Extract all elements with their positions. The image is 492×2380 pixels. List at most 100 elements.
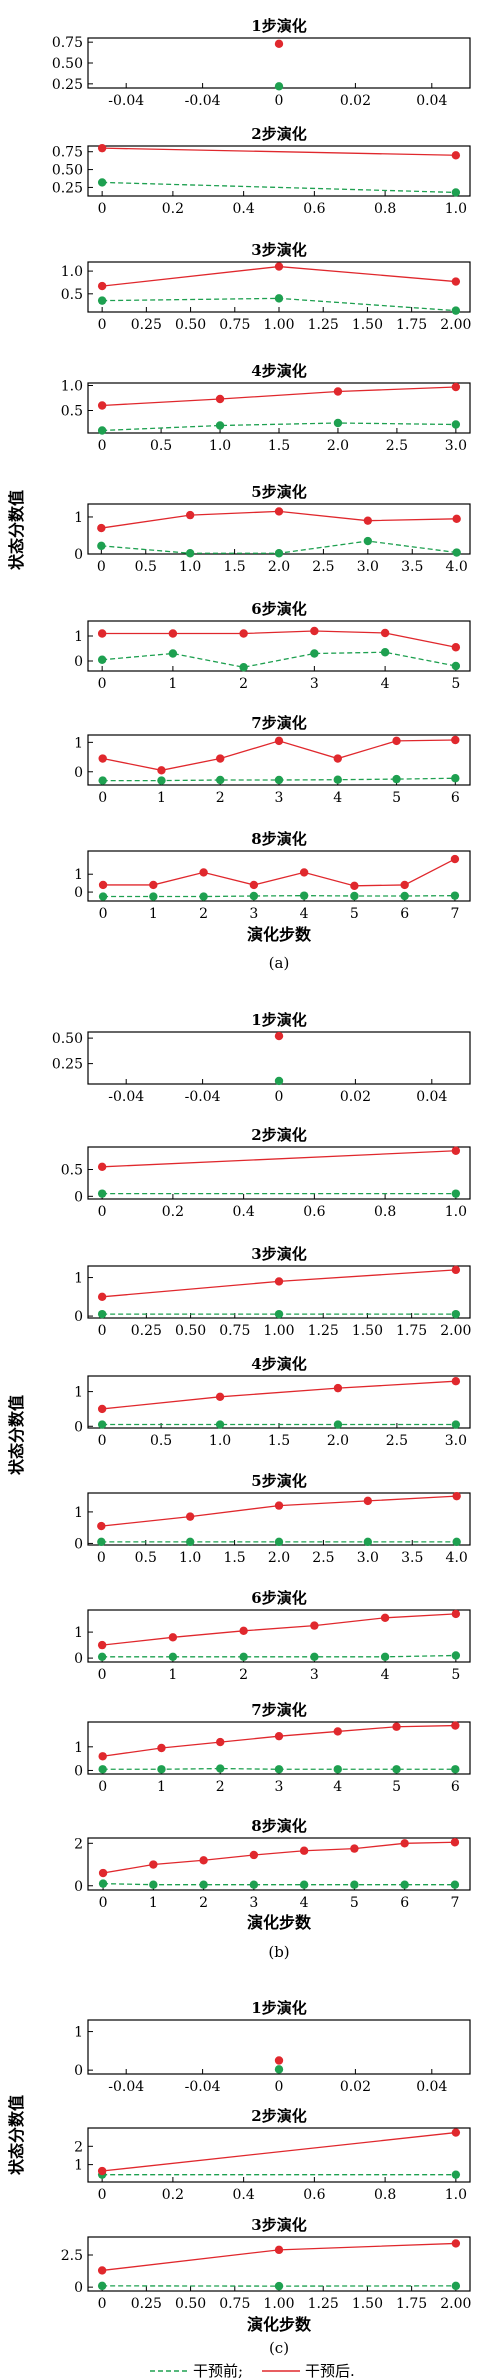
plot-frame bbox=[87, 620, 471, 672]
panel-b-4: 4步演化 0 0.5 1.0 1.5 2.0 2.5 3.0 0 1 bbox=[74, 1355, 471, 1449]
x-tick-label: 3 bbox=[249, 906, 258, 922]
data-point-after bbox=[199, 868, 208, 877]
y-tick-label: 1 bbox=[74, 629, 83, 645]
y-tick-label: 1 bbox=[74, 1385, 83, 1401]
series-line-before bbox=[102, 181, 456, 194]
y-axis-label: 状态分数值 bbox=[7, 1395, 26, 1475]
data-point-before bbox=[185, 549, 195, 558]
x-tick-label: 3.5 bbox=[401, 1550, 423, 1566]
x-tick-label: 3.0 bbox=[445, 438, 467, 454]
x-tick-label: 7 bbox=[450, 906, 459, 922]
x-tick-label: 0 bbox=[98, 2296, 107, 2312]
data-point-before bbox=[98, 1765, 107, 1774]
data-point-before bbox=[452, 1537, 461, 1547]
y-tick-label: 0 bbox=[74, 1309, 83, 1325]
y-tick-label: 0.5 bbox=[61, 404, 83, 420]
data-point-after bbox=[451, 382, 461, 392]
x-tick-label: 1.0 bbox=[445, 2187, 467, 2203]
panel-a-5: 5步演化 0 0.5 1.0 1.5 2.0 2.5 3.0 3.5 4.0 0 1 bbox=[74, 483, 471, 575]
data-point-after bbox=[239, 629, 248, 638]
panel-title: 2步演化 bbox=[251, 2107, 306, 2125]
data-point-after bbox=[97, 1521, 106, 1531]
panel-title: 8步演化 bbox=[251, 1817, 306, 1835]
x-tick-label: 3 bbox=[249, 1895, 258, 1911]
y-tick-label: 0.50 bbox=[52, 1031, 83, 1047]
data-point-after bbox=[98, 1752, 107, 1761]
data-point-after bbox=[215, 394, 225, 404]
x-tick-label: 6 bbox=[400, 906, 409, 922]
x-tick-label: 0.50 bbox=[175, 1323, 206, 1339]
x-tick-label: 3 bbox=[275, 790, 284, 806]
plot-frame bbox=[87, 2127, 471, 2183]
panel-c-2: 2步演化 0 0.2 0.4 0.6 0.8 1.0 1 2 bbox=[74, 2107, 471, 2203]
x-tick-label: 1 bbox=[168, 1667, 177, 1683]
data-point-before bbox=[98, 776, 107, 785]
x-tick-label: 5 bbox=[350, 906, 359, 922]
x-tick-label: 1.75 bbox=[396, 2296, 427, 2312]
data-point-after bbox=[185, 510, 195, 520]
panel-title: 8步演化 bbox=[251, 830, 306, 848]
x-tick-label: 4.0 bbox=[446, 559, 468, 575]
data-point-after bbox=[363, 1496, 373, 1506]
x-tick-label: 3.0 bbox=[445, 1433, 467, 1449]
plot-frame bbox=[87, 1609, 471, 1663]
data-point-after bbox=[333, 387, 343, 396]
x-tick-label: 0.5 bbox=[135, 559, 157, 575]
data-point-after bbox=[450, 1838, 460, 1847]
panel-title: 1步演化 bbox=[251, 17, 306, 35]
data-point-before bbox=[392, 1765, 401, 1774]
data-point-before bbox=[333, 1765, 342, 1774]
data-point-after bbox=[452, 514, 461, 524]
data-point-before bbox=[249, 1880, 259, 1889]
x-tick-label: 3.0 bbox=[357, 1550, 379, 1566]
y-tick-label: 0 bbox=[74, 1189, 83, 1205]
data-point-before bbox=[199, 1880, 208, 1889]
x-tick-label: 0.5 bbox=[150, 1433, 172, 1449]
x-tick-label: 1.00 bbox=[263, 317, 294, 333]
data-point-after bbox=[400, 880, 409, 890]
data-point-before bbox=[274, 1537, 284, 1547]
x-tick-label: -0.04 bbox=[185, 93, 221, 109]
x-tick-label: 1 bbox=[168, 676, 177, 692]
data-point-before bbox=[451, 1309, 461, 1319]
y-tick-label: 0.25 bbox=[52, 1057, 83, 1073]
x-tick-label: -0.04 bbox=[185, 1089, 221, 1105]
data-point-before bbox=[274, 1309, 284, 1319]
series-line-before bbox=[103, 894, 455, 898]
data-point-before bbox=[333, 1420, 343, 1429]
data-point-before bbox=[299, 1880, 309, 1889]
figure-caption: (b) bbox=[268, 1943, 289, 1961]
y-tick-label: 0 bbox=[74, 2280, 83, 2296]
y-tick-label: 0 bbox=[74, 2063, 83, 2079]
x-tick-label: 2.5 bbox=[312, 1550, 334, 1566]
data-point-before bbox=[274, 82, 284, 91]
data-point-before bbox=[333, 418, 343, 428]
x-tick-label: 1.0 bbox=[209, 438, 231, 454]
x-tick-label: 1.25 bbox=[308, 1323, 339, 1339]
x-tick-label: 1.50 bbox=[352, 317, 383, 333]
data-point-before bbox=[350, 1880, 359, 1889]
legend-before-label: 干预前; bbox=[193, 2362, 243, 2380]
data-point-after bbox=[97, 1404, 107, 1414]
x-tick-label: 0.25 bbox=[131, 317, 162, 333]
data-point-after bbox=[451, 735, 460, 745]
x-axis-label: 演化步数 bbox=[247, 925, 312, 944]
x-tick-label: 2 bbox=[239, 676, 248, 692]
data-point-after bbox=[97, 1162, 107, 1172]
data-point-after bbox=[299, 868, 309, 877]
x-tick-label: 4 bbox=[333, 790, 342, 806]
x-tick-label: 1.5 bbox=[223, 1550, 245, 1566]
x-tick-label: 6 bbox=[400, 1895, 409, 1911]
x-tick-label: 4.0 bbox=[446, 1550, 468, 1566]
data-point-after bbox=[451, 2128, 461, 2137]
series-line-before bbox=[102, 651, 456, 668]
data-point-before bbox=[216, 1764, 225, 1773]
x-tick-label: 1.0 bbox=[179, 559, 201, 575]
y-tick-label: 0 bbox=[74, 1651, 83, 1667]
x-tick-label: 1.00 bbox=[263, 2296, 294, 2312]
x-tick-label: 1.25 bbox=[308, 2296, 339, 2312]
data-point-after bbox=[452, 1491, 461, 1501]
x-tick-label: 3 bbox=[275, 1779, 284, 1795]
data-point-after bbox=[451, 1265, 461, 1275]
